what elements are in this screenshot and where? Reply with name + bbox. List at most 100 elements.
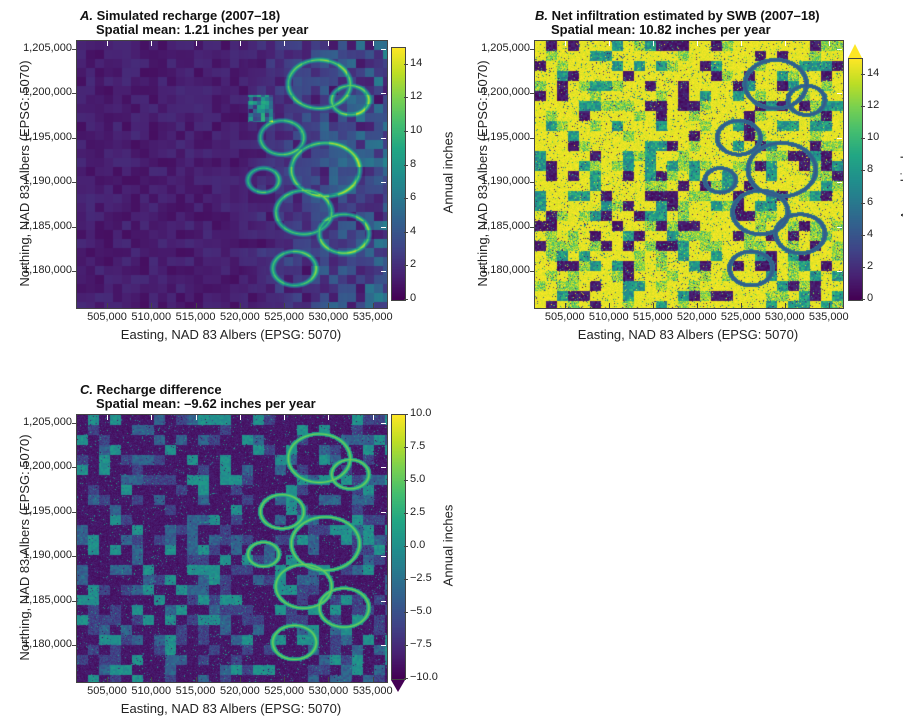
- x-axis-label: Easting, NAD 83 Albers (EPSG: 5070): [120, 327, 342, 342]
- x-tick-mark: [284, 677, 286, 682]
- panel-a-title: A. Simulated recharge (2007–18): [80, 9, 280, 23]
- x-axis-label: Easting, NAD 83 Albers (EPSG: 5070): [577, 327, 799, 342]
- colorbar-tick-label: −10.0: [410, 671, 438, 683]
- x-tick-mark: [696, 303, 698, 308]
- x-tick-label: 510,000: [131, 311, 172, 323]
- colorbar-tick-mark: [404, 546, 408, 547]
- x-tick-mark-top: [608, 41, 610, 46]
- x-tick-label: 520,000: [219, 311, 260, 323]
- y-tick-mark: [72, 467, 77, 469]
- x-tick-label: 520,000: [676, 311, 717, 323]
- x-tick-mark: [372, 303, 374, 308]
- colorbar-tick-mark: [861, 234, 865, 236]
- colorbar-extend-min: [391, 680, 405, 692]
- x-tick-mark: [284, 303, 286, 308]
- y-tick-mark-right: [837, 182, 842, 184]
- x-tick-mark: [195, 677, 197, 682]
- y-tick-mark-right: [837, 226, 842, 228]
- x-tick-mark-top: [328, 41, 330, 46]
- panel-b-heatmap: [534, 40, 844, 309]
- y-tick-label: 1,195,000: [23, 130, 72, 143]
- colorbar-tick-label: 2: [410, 258, 417, 271]
- colorbar-tick-label: 2: [867, 259, 874, 272]
- x-tick-label: 530,000: [308, 311, 349, 323]
- panel-a-title-text: Simulated recharge (2007–18): [96, 8, 281, 23]
- y-tick-mark: [72, 137, 77, 139]
- x-tick-mark: [151, 303, 153, 308]
- y-tick-label: 1,205,000: [23, 41, 72, 54]
- x-tick-mark-top: [740, 41, 742, 46]
- panel-c-subtitle: Spatial mean: –9.62 inches per year: [96, 396, 316, 411]
- panel-a-colorbar: [391, 47, 406, 301]
- y-tick-mark: [72, 556, 77, 558]
- y-tick-mark-right: [837, 137, 842, 139]
- y-tick-label: 1,195,000: [23, 504, 72, 517]
- x-tick-mark-top: [239, 41, 241, 46]
- x-tick-mark: [328, 677, 330, 682]
- x-tick-mark-top: [195, 41, 197, 46]
- colorbar-tick-label: 7.5: [410, 440, 426, 452]
- x-tick-mark-top: [372, 41, 374, 46]
- y-tick-label: 1,205,000: [23, 415, 72, 428]
- panel-c-heatmap: [76, 414, 388, 683]
- colorbar-tick-label: 10.0: [410, 407, 432, 419]
- colorbar-tick-mark: [861, 170, 865, 172]
- x-axis-label: Easting, NAD 83 Albers (EPSG: 5070): [120, 701, 342, 716]
- colorbar-tick-label: 10: [410, 124, 423, 136]
- colorbar-tick-label: 8: [410, 157, 417, 170]
- colorbar-tick-mark: [861, 138, 865, 140]
- y-tick-mark-right: [837, 48, 842, 50]
- colorbar-tick-mark: [404, 480, 408, 481]
- y-tick-mark-right: [381, 556, 386, 558]
- panel-c-letter: C.: [80, 382, 93, 397]
- colorbar-tick-label: 4: [410, 224, 417, 237]
- colorbar-tick-label: 6: [867, 195, 874, 208]
- x-tick-label: 505,000: [87, 311, 127, 323]
- x-tick-label: 530,000: [308, 685, 349, 697]
- y-tick-label: 1,185,000: [23, 593, 72, 606]
- y-tick-mark-right: [381, 182, 386, 184]
- colorbar-tick-mark: [861, 106, 865, 108]
- y-tick-mark-right: [381, 511, 386, 513]
- colorbar-tick-label: 12: [867, 99, 880, 112]
- y-tick-mark: [530, 137, 535, 139]
- x-tick-label: 525,000: [264, 685, 305, 697]
- x-tick-mark-top: [372, 415, 374, 420]
- colorbar-tick-mark: [404, 414, 408, 415]
- y-tick-label: 1,185,000: [481, 219, 530, 232]
- colorbar-tick-mark: [404, 164, 408, 166]
- y-tick-mark: [72, 93, 77, 95]
- colorbar-tick-mark: [404, 579, 408, 580]
- colorbar-tick-label: 14: [410, 56, 423, 69]
- colorbar-tick-mark: [861, 202, 865, 204]
- y-tick-mark-right: [381, 93, 386, 95]
- x-tick-mark-top: [284, 415, 286, 420]
- x-tick-label: 515,000: [632, 311, 673, 323]
- colorbar-tick-label: 6: [410, 191, 417, 204]
- colorbar-label: Annual inches: [440, 504, 456, 587]
- y-tick-label: 1,195,000: [481, 130, 530, 143]
- colorbar-tick-mark: [404, 513, 408, 514]
- colorbar-tick-label: 12: [410, 90, 423, 103]
- y-tick-mark: [72, 48, 77, 50]
- x-tick-mark-top: [828, 41, 830, 46]
- panel-b-title-text: Net infiltration estimated by SWB (2007–…: [551, 8, 820, 23]
- y-tick-mark: [530, 48, 535, 50]
- colorbar-tick-label: 2.5: [410, 506, 426, 518]
- y-tick-label: 1,185,000: [23, 219, 72, 232]
- colorbar-tick-label: 10: [867, 131, 880, 144]
- x-tick-mark-top: [784, 41, 786, 46]
- y-tick-mark-right: [837, 93, 842, 95]
- colorbar-tick-label: −5.0: [410, 605, 432, 617]
- colorbar-tick-mark: [404, 97, 408, 99]
- panel-b-colorbar: [848, 58, 863, 301]
- panel-b-title: B. Net infiltration estimated by SWB (20…: [535, 9, 820, 23]
- colorbar-tick-mark: [404, 265, 408, 267]
- panel-a-subtitle: Spatial mean: 1.21 inches per year: [96, 22, 309, 37]
- y-tick-label: 1,190,000: [481, 175, 530, 188]
- x-tick-mark: [107, 677, 108, 682]
- colorbar-tick-mark: [404, 678, 408, 679]
- x-tick-mark-top: [239, 415, 241, 420]
- x-tick-mark: [151, 677, 153, 682]
- x-tick-mark-top: [151, 415, 153, 420]
